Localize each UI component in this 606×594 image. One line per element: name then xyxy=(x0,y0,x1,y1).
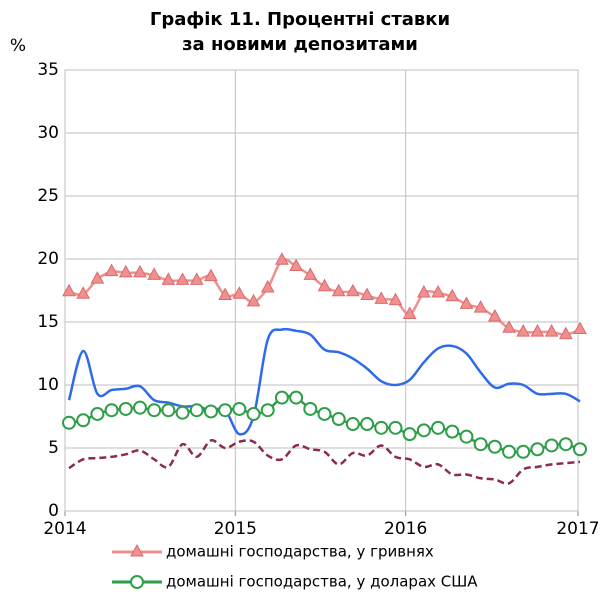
point xyxy=(246,293,261,307)
chart-title: Графік 11. Процентні ставки xyxy=(150,9,450,30)
point xyxy=(544,324,559,337)
point xyxy=(76,286,91,299)
point xyxy=(147,403,162,418)
point xyxy=(90,406,105,421)
point xyxy=(402,427,417,442)
point xyxy=(118,264,133,278)
point xyxy=(303,401,318,416)
legend-label: домашні господарства, у гривнях xyxy=(166,543,434,561)
point xyxy=(388,292,403,306)
point xyxy=(260,279,275,293)
point xyxy=(374,420,389,435)
point xyxy=(487,308,502,322)
point xyxy=(189,272,204,285)
point xyxy=(289,258,303,272)
point xyxy=(431,284,445,298)
point xyxy=(530,442,545,457)
point xyxy=(90,271,105,284)
point xyxy=(175,272,190,285)
x-tick-label: 2016 xyxy=(384,519,427,539)
point xyxy=(573,321,587,335)
point xyxy=(303,267,318,280)
point xyxy=(274,390,289,405)
point xyxy=(161,403,176,418)
point xyxy=(544,438,559,453)
y-tick-label: 35 xyxy=(37,60,59,80)
point xyxy=(133,264,147,278)
y-tick-label: 25 xyxy=(37,186,59,206)
point xyxy=(104,403,119,418)
point xyxy=(161,272,176,285)
point xyxy=(516,324,531,337)
point xyxy=(558,326,573,340)
point xyxy=(360,417,375,432)
point xyxy=(502,444,517,459)
chart-title: за новими депозитами xyxy=(182,34,418,55)
x-tick-label: 2015 xyxy=(214,519,257,539)
point xyxy=(232,401,247,416)
y-tick-label: 5 xyxy=(48,438,59,458)
point xyxy=(445,288,460,302)
point xyxy=(147,267,162,280)
point xyxy=(289,390,304,405)
point xyxy=(317,278,332,292)
y-tick-label: 30 xyxy=(37,123,59,143)
point xyxy=(388,420,403,435)
y-tick-label: 20 xyxy=(37,249,59,269)
point xyxy=(204,268,218,282)
point xyxy=(459,429,474,444)
point xyxy=(402,306,417,319)
point xyxy=(62,283,76,297)
point xyxy=(516,444,531,459)
point xyxy=(331,283,346,297)
x-tick-label: 2014 xyxy=(43,519,86,539)
point xyxy=(132,400,147,415)
series-line xyxy=(68,258,581,336)
point xyxy=(118,401,133,416)
point xyxy=(473,300,488,313)
point xyxy=(218,403,233,418)
point xyxy=(203,404,218,419)
point xyxy=(317,406,332,421)
point xyxy=(445,424,460,439)
y-tick-label: 0 xyxy=(48,501,59,521)
point xyxy=(473,437,488,452)
point xyxy=(374,291,389,304)
x-tick-label: 2017 xyxy=(556,519,599,539)
point xyxy=(530,324,545,337)
point xyxy=(345,417,360,432)
point xyxy=(76,413,91,428)
series-line xyxy=(68,439,581,485)
point xyxy=(331,412,346,427)
point xyxy=(502,320,516,333)
y-tick-label: 15 xyxy=(37,312,59,332)
point xyxy=(104,263,119,277)
point xyxy=(246,406,261,421)
plot-frame xyxy=(64,69,579,512)
point xyxy=(431,420,446,435)
point xyxy=(62,415,76,430)
point xyxy=(416,423,431,438)
point xyxy=(487,439,502,454)
point xyxy=(573,442,587,457)
point xyxy=(175,405,190,420)
point xyxy=(218,287,232,301)
point xyxy=(417,284,431,298)
point xyxy=(260,403,275,418)
y-tick-label: 10 xyxy=(37,375,59,395)
point xyxy=(232,286,247,299)
point xyxy=(558,437,573,452)
point xyxy=(189,403,204,418)
point xyxy=(130,543,144,557)
series-line xyxy=(67,327,581,436)
point xyxy=(459,296,474,309)
y-axis-label: % xyxy=(10,36,26,56)
point xyxy=(275,252,289,265)
point xyxy=(130,575,144,589)
point xyxy=(346,283,360,297)
legend-label: домашні господарства, у доларах США xyxy=(166,573,478,591)
point xyxy=(360,287,374,301)
